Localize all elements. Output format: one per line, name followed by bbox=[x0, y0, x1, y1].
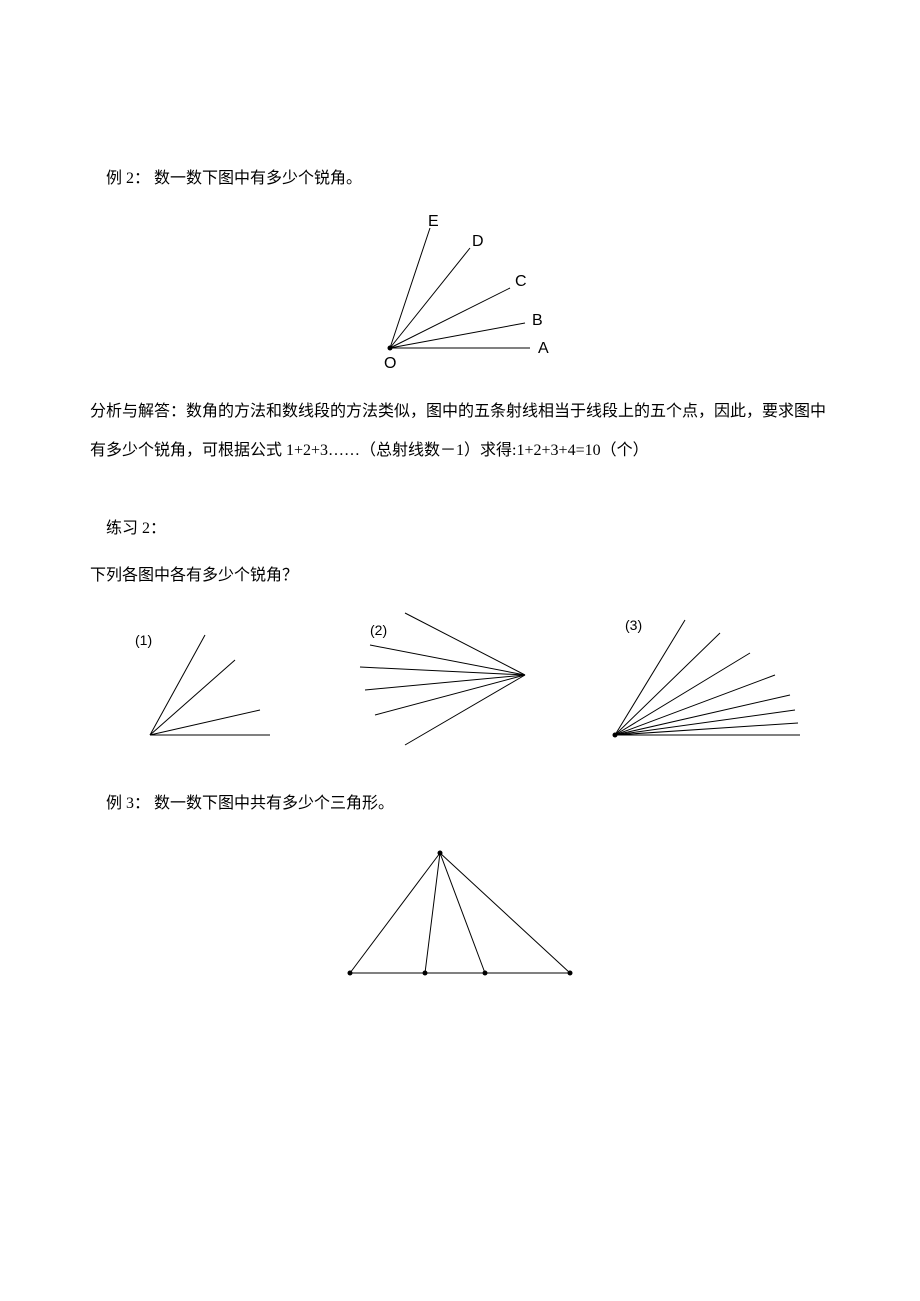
example-3-diagram bbox=[90, 833, 830, 993]
example-2-title: 例 2： 数一数下图中有多少个锐角。 bbox=[90, 160, 830, 198]
ray-label-d: D bbox=[472, 233, 484, 250]
origin-label: O bbox=[384, 355, 396, 372]
practice-diagram-1: (1) bbox=[110, 605, 290, 755]
practice-2-diagrams: (1) (2) (3) bbox=[90, 605, 830, 755]
ray-label-a: A bbox=[538, 340, 549, 357]
sub-label-1: (1) bbox=[135, 632, 152, 648]
example-3-title: 例 3： 数一数下图中共有多少个三角形。 bbox=[90, 785, 830, 823]
practice-diagram-2: (2) bbox=[330, 605, 550, 755]
ray-label-b: B bbox=[532, 312, 543, 329]
sub-label-2: (2) bbox=[370, 622, 387, 638]
practice-diagram-3: (3) bbox=[590, 605, 810, 755]
sub-label-3: (3) bbox=[625, 617, 642, 633]
ray-label-c: C bbox=[515, 273, 527, 290]
ray-label-e: E bbox=[428, 213, 439, 230]
example-2-analysis: 分析与解答：数角的方法和数线段的方法类似，图中的五条射线相当于线段上的五个点，因… bbox=[90, 393, 830, 470]
practice-2-question: 下列各图中各有多少个锐角？ bbox=[90, 557, 830, 595]
practice-2-title: 练习 2： bbox=[90, 510, 830, 548]
example-2-diagram: O A B C D E bbox=[90, 208, 830, 378]
